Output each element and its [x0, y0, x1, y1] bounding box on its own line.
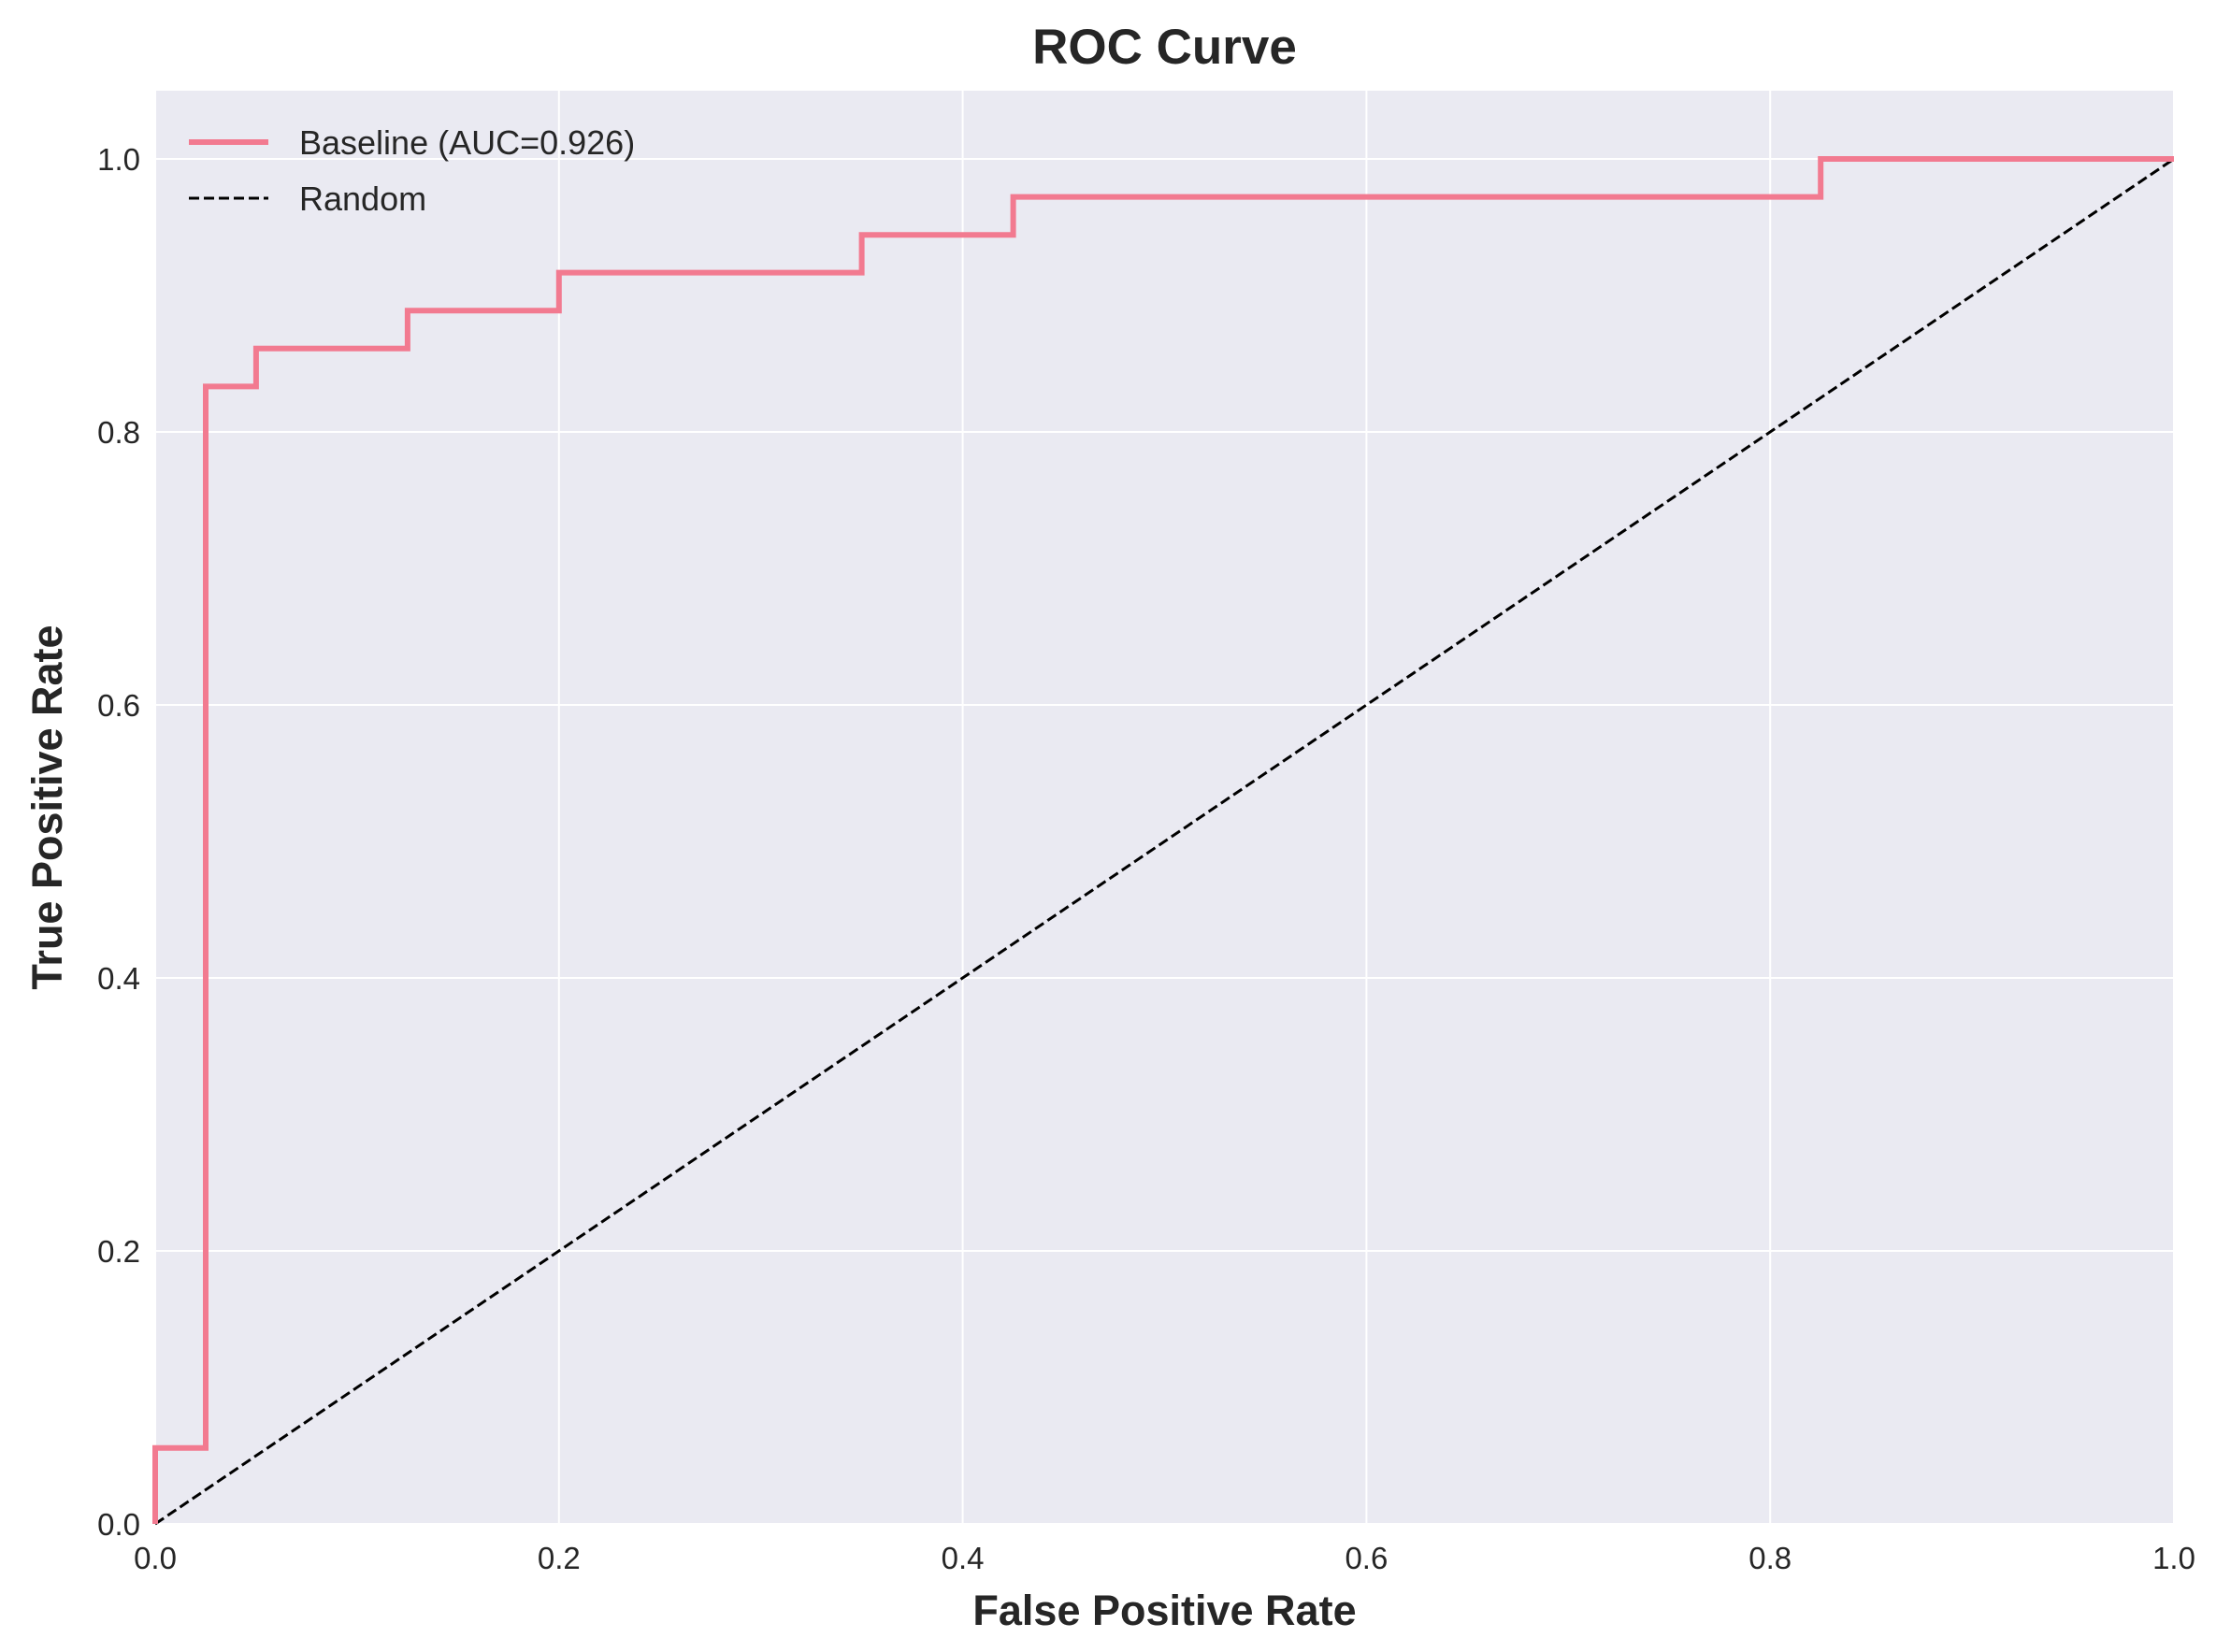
x-tick-label: 0.8: [1748, 1541, 1792, 1575]
y-tick-label: 0.0: [97, 1507, 140, 1542]
legend-baseline-label: Baseline (AUC=0.926): [299, 123, 635, 162]
legend: Baseline (AUC=0.926) Random: [189, 123, 635, 218]
series-layer: [152, 156, 2175, 1526]
y-ticks: 0.0 0.2 0.4 0.6 0.8 1.0: [97, 142, 140, 1542]
y-axis-title: True Positive Rate: [23, 625, 71, 989]
y-tick-label: 0.2: [97, 1234, 140, 1269]
y-tick-label: 0.4: [97, 961, 140, 996]
y-tick-label: 1.0: [97, 142, 140, 177]
plot-background: [155, 91, 2174, 1524]
y-tick-label: 0.6: [97, 688, 140, 723]
random-diagonal-line: [154, 157, 2175, 1526]
x-tick-label: 0.6: [1345, 1541, 1388, 1575]
x-tick-label: 0.4: [942, 1541, 985, 1575]
x-tick-label: 0.2: [538, 1541, 581, 1575]
chart-title: ROC Curve: [1032, 20, 1297, 75]
x-ticks: 0.0 0.2 0.4 0.6 0.8 1.0: [134, 1541, 2195, 1575]
x-tick-label: 1.0: [2152, 1541, 2195, 1575]
x-tick-label: 0.0: [134, 1541, 177, 1575]
grid: [154, 91, 2175, 1525]
baseline-roc-line: [152, 156, 2174, 1524]
y-tick-label: 0.8: [97, 415, 140, 450]
x-axis-title: False Positive Rate: [972, 1587, 1356, 1634]
legend-random-label: Random: [299, 180, 426, 218]
